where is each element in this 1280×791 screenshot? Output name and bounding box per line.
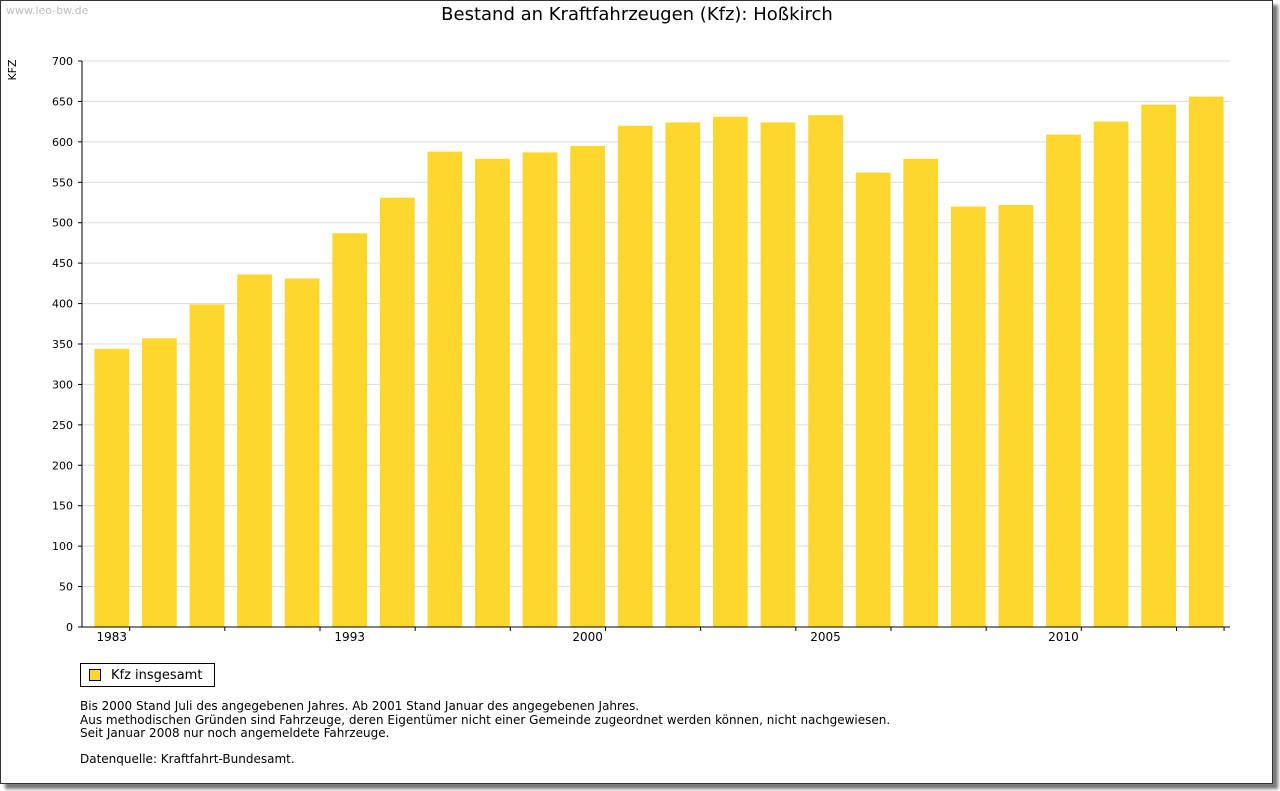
y-tick-label: 500 — [52, 217, 73, 230]
y-axis-label: KFZ — [6, 59, 19, 81]
bar — [189, 304, 225, 627]
x-tick-label: 1993 — [334, 630, 365, 644]
bar — [950, 206, 986, 628]
watermark-text: www.leo-bw.de — [6, 4, 89, 17]
y-tick-label: 350 — [52, 338, 73, 351]
x-tick-label: 2010 — [1048, 630, 1079, 644]
bar — [1046, 134, 1081, 627]
bar — [1093, 121, 1129, 627]
x-tick-label: 2000 — [572, 630, 603, 644]
bar-chart: 0 50 100 150 200 250 300 350 400 450 500 550 600 650 7… — [6, 55, 1230, 644]
y-tick-label: 150 — [52, 500, 73, 513]
legend: Kfz insgesamt — [80, 663, 216, 687]
chart-title: Bestand an Kraftfahrzeugen (Kfz): Hoßkir… — [441, 4, 833, 25]
bar — [570, 145, 605, 627]
footnote-line: Seit Januar 2008 nur noch angemeldete Fa… — [80, 726, 390, 740]
y-tick-label: 0 — [66, 621, 73, 634]
bar — [284, 278, 320, 627]
bar — [998, 204, 1034, 627]
footnotes: Bis 2000 Stand Juli des angegebenen Jahr… — [80, 699, 891, 741]
y-tick-label: 600 — [52, 136, 73, 149]
footnote-line: Aus methodischen Gründen sind Fahrzeuge,… — [80, 712, 891, 727]
bar — [665, 122, 701, 627]
y-tick-label: 300 — [52, 378, 73, 391]
bar — [617, 125, 653, 627]
bar — [760, 122, 796, 627]
bar — [1141, 104, 1176, 627]
y-tick-label: 100 — [52, 540, 73, 553]
bar — [237, 274, 272, 627]
y-tick-label: 450 — [52, 257, 73, 270]
data-source: Datenquelle: Kraftfahrt-Bundesamt. — [80, 752, 295, 766]
bar — [522, 152, 558, 627]
y-tick-label: 550 — [52, 176, 73, 189]
y-tick-label: 400 — [52, 298, 73, 311]
legend-swatch-icon — [89, 669, 101, 681]
x-tick-label: 1983 — [97, 630, 128, 644]
bar — [94, 348, 130, 627]
x-tick-label: 2005 — [810, 630, 841, 644]
footnote-line: Bis 2000 Stand Juli des angegebenen Jahr… — [80, 699, 640, 713]
y-tick-label: 50 — [59, 581, 73, 594]
bar — [379, 197, 415, 627]
y-tick-label: 650 — [52, 95, 73, 108]
legend-label: Kfz insgesamt — [111, 667, 203, 683]
bar — [855, 172, 891, 627]
y-tick-label: 200 — [52, 459, 73, 472]
bar — [1188, 96, 1224, 627]
bar — [427, 151, 463, 627]
bar — [475, 158, 510, 627]
bar — [903, 158, 939, 627]
bar — [808, 115, 843, 628]
bar — [713, 116, 748, 627]
y-tick-label: 250 — [52, 419, 73, 432]
bar — [142, 338, 177, 627]
y-tick-label: 700 — [52, 55, 73, 68]
bar — [332, 233, 368, 628]
